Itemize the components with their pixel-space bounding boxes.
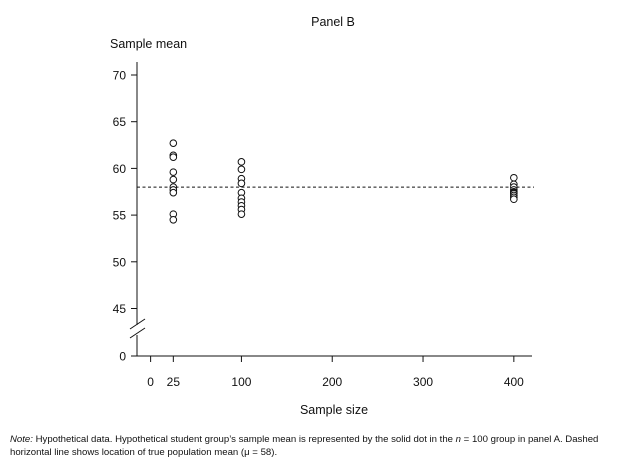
data-point <box>237 158 246 166</box>
y-axis-label: Sample mean <box>110 37 187 51</box>
data-point <box>169 139 178 147</box>
y-tick-label: 70 <box>113 69 127 83</box>
data-points-layer <box>169 139 518 224</box>
x-tick-label: 400 <box>504 375 524 389</box>
y-axis-break-mark-top <box>129 318 146 330</box>
x-tick-label: 300 <box>413 375 433 389</box>
data-point <box>510 173 518 182</box>
y-tick-label: 55 <box>113 209 127 223</box>
data-point <box>169 175 178 184</box>
x-tick-label: 200 <box>322 375 342 389</box>
x-tick-label: 100 <box>231 375 251 389</box>
y-axis-break-mark-bottom <box>129 327 146 339</box>
note-text-part-1: Hypothetical data. Hypothetical student … <box>32 434 456 445</box>
data-point <box>237 210 246 218</box>
y-tick-label-zero: 0 <box>119 350 126 364</box>
figure-note: Note: Hypothetical data. Hypothetical st… <box>10 433 632 459</box>
y-tick-label: 50 <box>113 255 127 269</box>
data-point <box>237 165 246 174</box>
note-label: Note: <box>10 434 33 445</box>
y-tick-label: 45 <box>113 302 127 316</box>
x-tick-label: 25 <box>167 375 181 389</box>
note-text-part-2: = 100 group in panel A. Dashed horizonta… <box>10 434 599 458</box>
y-tick-label: 60 <box>113 162 127 176</box>
y-tick-label: 65 <box>113 115 127 129</box>
x-tick-label: 0 <box>147 375 154 389</box>
data-point <box>237 179 246 188</box>
note-n-symbol: n <box>455 434 462 445</box>
data-point <box>169 153 178 161</box>
data-point <box>510 195 518 204</box>
axes: 45 50 55 60 65 70 0 0 25 100 200 300 400 <box>113 62 532 389</box>
x-axis-label: Sample size <box>300 403 368 417</box>
data-point <box>169 215 178 224</box>
chart-title: Panel B <box>311 15 355 29</box>
data-point <box>169 188 178 197</box>
data-point <box>169 168 178 176</box>
